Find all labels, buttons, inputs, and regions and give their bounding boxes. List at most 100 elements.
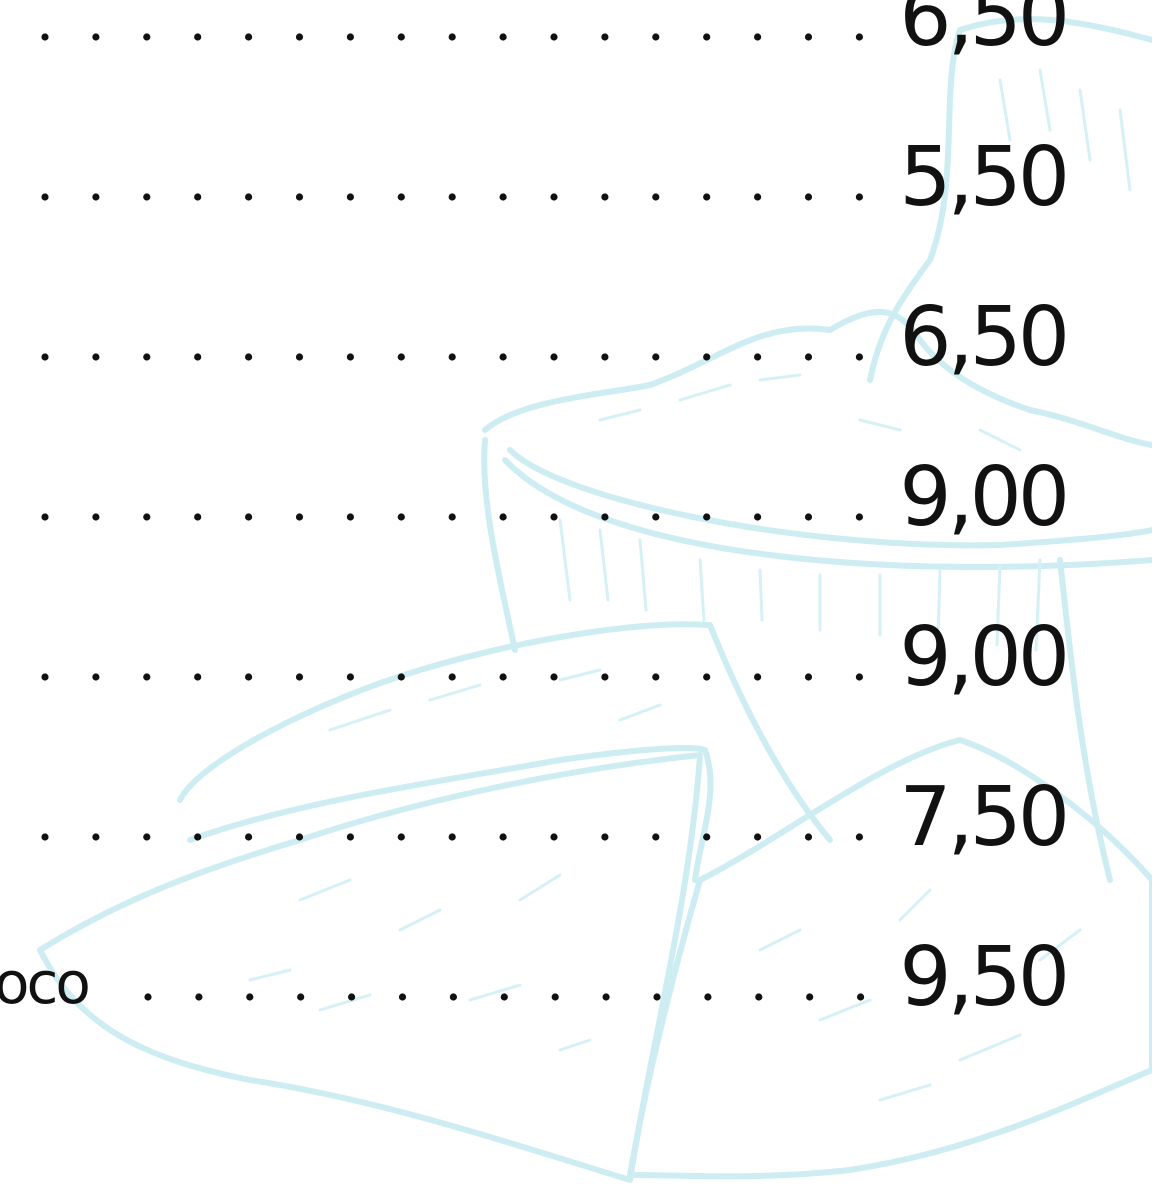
leader-dot [704, 993, 711, 1000]
leader-dot [194, 673, 201, 680]
leader-dot [601, 513, 608, 520]
leader-dot [601, 33, 608, 40]
leader-dot [703, 33, 710, 40]
leader-dot [805, 353, 812, 360]
leader-dot [500, 833, 507, 840]
leader-dot [245, 193, 252, 200]
leader-dot [652, 673, 659, 680]
leader-dot [550, 353, 557, 360]
leader-dot [856, 833, 863, 840]
leader-dot [194, 33, 201, 40]
leader-dot [754, 33, 761, 40]
leader-dot [449, 673, 456, 680]
leader-dot [245, 833, 252, 840]
leader-dot [601, 833, 608, 840]
leader-dot [856, 513, 863, 520]
leader-dot [703, 673, 710, 680]
leader-dot [856, 193, 863, 200]
leader-dot [347, 33, 354, 40]
leader-dot [296, 673, 303, 680]
leader-dot [347, 193, 354, 200]
leader-dot [143, 33, 150, 40]
leader-dot [399, 993, 406, 1000]
leader-dot [347, 513, 354, 520]
leader-dot [92, 353, 99, 360]
leader-dot [703, 513, 710, 520]
item-price: 9,00 [899, 450, 1066, 545]
leader-dot [601, 193, 608, 200]
item-price: 6,50 [899, 0, 1066, 65]
menu-item: 5,50 [41, 130, 1066, 225]
item-price: 6,50 [899, 290, 1066, 385]
leader-dot [296, 353, 303, 360]
leader-dot [703, 353, 710, 360]
leader-dot [347, 833, 354, 840]
leader-dot [805, 193, 812, 200]
leader-dot [449, 513, 456, 520]
leader-dot [92, 33, 99, 40]
leader-dot [92, 673, 99, 680]
leader-dot [652, 353, 659, 360]
leader-dot [500, 33, 507, 40]
leader-dot [194, 353, 201, 360]
leader-dot [245, 513, 252, 520]
leader-dot [297, 993, 304, 1000]
leader-dot [856, 33, 863, 40]
leader-dot [143, 833, 150, 840]
leader-dot [246, 993, 253, 1000]
leader-dot [449, 33, 456, 40]
page: 6,505,506,509,009,007,50oco9,50 (() => {… [0, 0, 1152, 1196]
leader-dot [41, 833, 48, 840]
leader-dot [552, 993, 559, 1000]
leader-dot [347, 353, 354, 360]
leader-dot [41, 33, 48, 40]
leader-dot [603, 993, 610, 1000]
item-price: 9,00 [899, 610, 1066, 705]
leader-dot [652, 833, 659, 840]
leader-dot [398, 833, 405, 840]
leader-dot [857, 993, 864, 1000]
leader-dot [398, 193, 405, 200]
leader-dot [500, 353, 507, 360]
leader-dot [805, 833, 812, 840]
item-price: 7,50 [899, 770, 1066, 865]
leader-dot [550, 673, 557, 680]
menu-item: 6,50 [41, 290, 1066, 385]
leader-dot [296, 33, 303, 40]
leader-dot [805, 513, 812, 520]
leader-dot [501, 993, 508, 1000]
menu-item: 9,00 [41, 610, 1066, 705]
leader-dot [754, 353, 761, 360]
leader-dot [398, 673, 405, 680]
leader-dot [296, 193, 303, 200]
leader-dot [652, 513, 659, 520]
menu-item: oco 9,50 [0, 930, 1066, 1025]
leader-dot [500, 673, 507, 680]
leader-dot [754, 193, 761, 200]
leader-dot [245, 353, 252, 360]
leader-dot [856, 353, 863, 360]
leader-dot [143, 353, 150, 360]
menu-items: 6,50 5,50 6,50 9,00 9,00 7,50 oco 9,50 [0, 0, 1066, 1025]
leader-dot [754, 673, 761, 680]
leader-dot [449, 353, 456, 360]
leader-dot [754, 513, 761, 520]
leader-dot [601, 673, 608, 680]
item-name: oco [0, 949, 88, 1017]
leader-dot [550, 513, 557, 520]
leader-dot [652, 33, 659, 40]
leader-dot [143, 513, 150, 520]
leader-dot [550, 193, 557, 200]
leader-dot [41, 353, 48, 360]
leader-dot [703, 833, 710, 840]
leader-dot [601, 353, 608, 360]
leader-dot [245, 33, 252, 40]
leader-dot [550, 33, 557, 40]
leader-dot [296, 833, 303, 840]
leader-dot [194, 833, 201, 840]
leader-dot [449, 833, 456, 840]
leader-dot [652, 193, 659, 200]
leader-dot [41, 513, 48, 520]
leader-dot [500, 193, 507, 200]
item-price: 9,50 [899, 930, 1066, 1025]
